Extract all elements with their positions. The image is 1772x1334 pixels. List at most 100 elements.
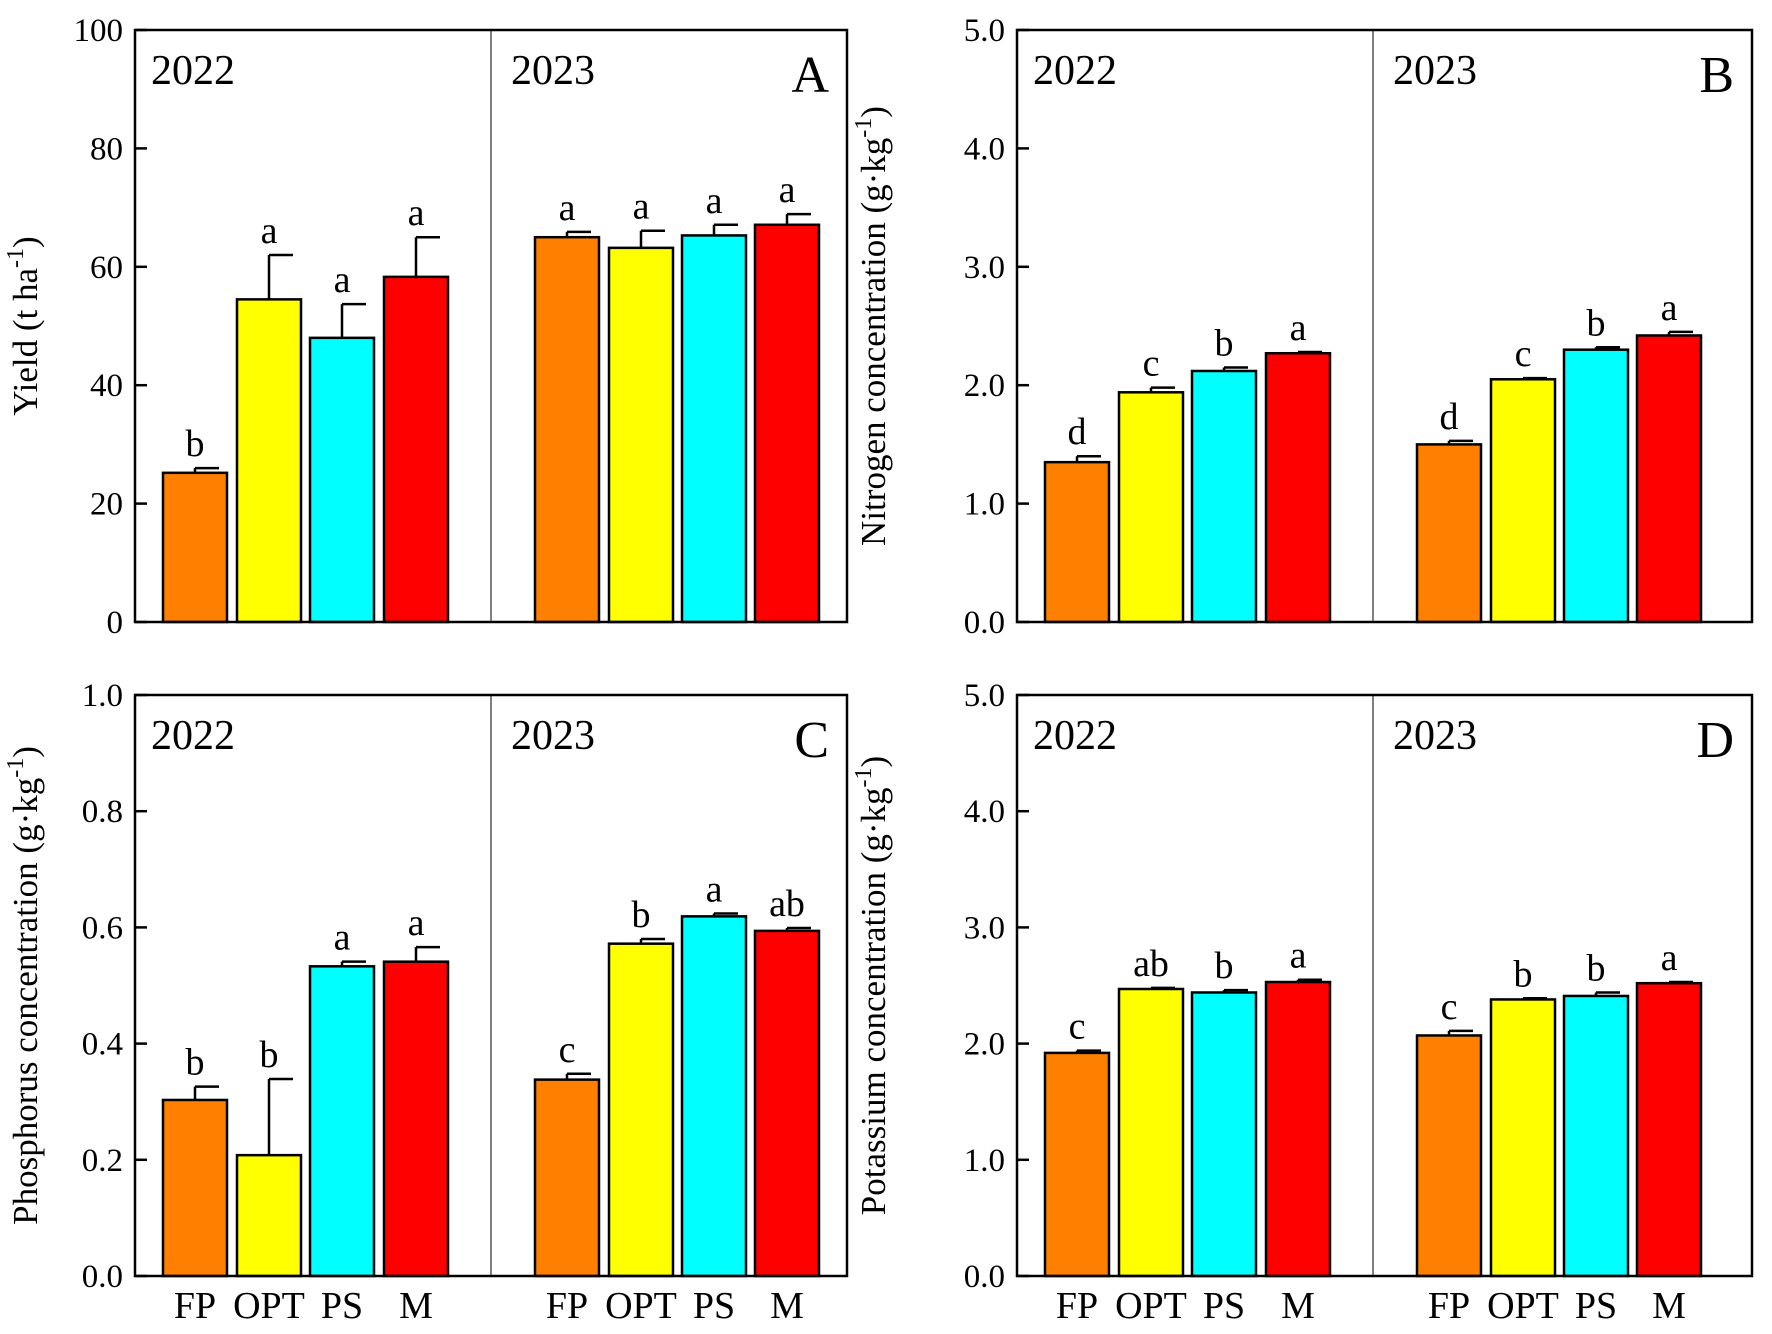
year-label-2023: 2023 — [511, 713, 595, 759]
significance-letter: c — [1441, 986, 1458, 1028]
x-category-label: M — [399, 1285, 433, 1327]
y-tick-label: 4.0 — [964, 794, 1005, 830]
error-bar-2023-opt — [639, 937, 665, 944]
error-bar-2022-fp — [1075, 454, 1101, 463]
significance-letter: a — [1661, 287, 1678, 329]
x-category-label: OPT — [605, 1285, 677, 1327]
y-axis-title-main: Phosphorus concentration (g·kg — [6, 778, 45, 1225]
bar-2023-m — [1635, 981, 1703, 1278]
error-bar-2022-m — [1296, 350, 1322, 354]
significance-letter: a — [334, 917, 351, 959]
bar-2022-m — [382, 960, 450, 1278]
significance-letter: a — [408, 902, 425, 944]
significance-letter: b — [1215, 322, 1234, 364]
panel-letter: B — [1699, 47, 1734, 104]
bar-2022-opt — [1117, 987, 1185, 1278]
significance-letter: a — [1661, 937, 1678, 979]
x-category-label: FP — [174, 1285, 216, 1327]
bar-2023-opt — [1489, 998, 1557, 1278]
y-tick-label: 1.0 — [964, 1143, 1005, 1179]
y-axis-title-close: ) — [6, 236, 45, 248]
x-category-label: M — [1652, 1285, 1686, 1327]
y-tick-label: 1.0 — [964, 487, 1005, 523]
year-label-2022: 2022 — [1033, 48, 1117, 94]
significance-letter: c — [1143, 343, 1160, 385]
significance-letter: b — [260, 1034, 279, 1076]
error-bar-2023-m — [1667, 980, 1693, 984]
error-bar-2022-m — [414, 945, 440, 962]
y-axis-title-superscript: -1 — [3, 758, 29, 778]
x-category-label: M — [770, 1285, 804, 1327]
significance-letter: b — [186, 423, 205, 465]
significance-letter: c — [1515, 333, 1532, 375]
error-bar-2023-m — [1667, 330, 1693, 336]
error-bar-2022-ps — [340, 960, 366, 967]
error-bar-2022-m — [414, 235, 440, 277]
bar-2023-m — [753, 223, 821, 624]
y-axis-title-main: Potassium concentration (g·kg — [854, 787, 893, 1215]
significance-letter: a — [334, 259, 351, 301]
bar-2022-opt — [1117, 391, 1185, 624]
significance-letter: a — [706, 180, 723, 222]
panel-letter: D — [1696, 712, 1734, 769]
error-bar-2023-fp — [565, 230, 591, 238]
y-axis-title-main: Yield (t ha — [6, 267, 45, 415]
y-tick-label: 4.0 — [964, 131, 1005, 167]
significance-letter: ab — [769, 883, 805, 925]
bar-2022-opt — [235, 1153, 303, 1278]
error-bar-2022-fp — [193, 1085, 219, 1100]
significance-letter: a — [1290, 307, 1307, 349]
x-category-label: FP — [546, 1285, 588, 1327]
error-bar-2022-ps — [1222, 988, 1248, 993]
error-bar-2022-ps — [1222, 366, 1248, 371]
y-tick-label: 0.4 — [82, 1027, 123, 1063]
error-bar-2022-opt — [1149, 986, 1175, 990]
x-category-label: PS — [1575, 1285, 1617, 1327]
panel-d: 0.0 1.0 2.0 3.0 4.0 5.0 Potassium concentratio… — [851, 678, 1754, 1327]
error-bar-2023-m — [785, 212, 811, 225]
x-category-label: OPT — [233, 1285, 305, 1327]
significance-letter: b — [1587, 302, 1606, 344]
y-tick-label: 1.0 — [82, 678, 123, 714]
x-category-label: M — [1281, 1285, 1315, 1327]
bar-2022-ps — [308, 336, 376, 624]
x-category-label: PS — [693, 1285, 735, 1327]
bar-2022-ps — [1190, 991, 1258, 1278]
y-tick-label: 0.0 — [964, 1259, 1005, 1295]
significance-letter: b — [1215, 945, 1234, 987]
x-category-label: FP — [1056, 1285, 1098, 1327]
y-tick-label: 20 — [90, 487, 123, 523]
y-axis-title: Potassium concentration (g·kg-1) — [851, 756, 893, 1215]
year-label-2022: 2022 — [151, 713, 235, 759]
error-bar-2023-opt — [1521, 376, 1547, 380]
bar-2022-opt — [235, 298, 303, 624]
significance-letter: b — [1587, 947, 1606, 989]
error-bar-2023-m — [785, 926, 811, 931]
y-tick-label: 0.8 — [82, 794, 123, 830]
error-bar-2022-opt — [1149, 386, 1175, 393]
error-bar-2023-ps — [1594, 991, 1620, 996]
x-category-label: OPT — [1115, 1285, 1187, 1327]
significance-letter: b — [186, 1042, 205, 1084]
bar-2022-fp — [1043, 460, 1111, 624]
bar-2023-ps — [680, 234, 748, 624]
significance-letter: a — [1290, 935, 1307, 977]
bar-2022-m — [1264, 980, 1332, 1278]
panel-letter: A — [791, 47, 829, 104]
error-bar-2022-fp — [193, 466, 219, 473]
bar-2023-ps — [1562, 348, 1630, 624]
y-axis-title-superscript: -1 — [851, 767, 877, 787]
error-bar-2022-fp — [1075, 1049, 1101, 1053]
panel-a: 0 20 40 60 80 100 Yield (t ha-1) 2022 b a a a 2023 a a… — [3, 13, 849, 641]
y-axis-title: Phosphorus concentration (g·kg-1) — [3, 746, 45, 1225]
panel-b: 0.0 1.0 2.0 3.0 4.0 5.0 Nitrogen concentration… — [851, 13, 1754, 641]
error-bar-2023-fp — [565, 1072, 591, 1080]
error-bar-2022-opt — [267, 253, 293, 300]
y-axis-title: Nitrogen concentration (g·kg-1) — [851, 106, 893, 546]
y-axis-title-close: ) — [6, 746, 45, 758]
bar-2022-ps — [308, 965, 376, 1278]
significance-letter: a — [633, 186, 650, 228]
year-label-2023: 2023 — [1393, 713, 1477, 759]
significance-letter: d — [1068, 411, 1087, 453]
y-tick-label: 3.0 — [964, 250, 1005, 286]
